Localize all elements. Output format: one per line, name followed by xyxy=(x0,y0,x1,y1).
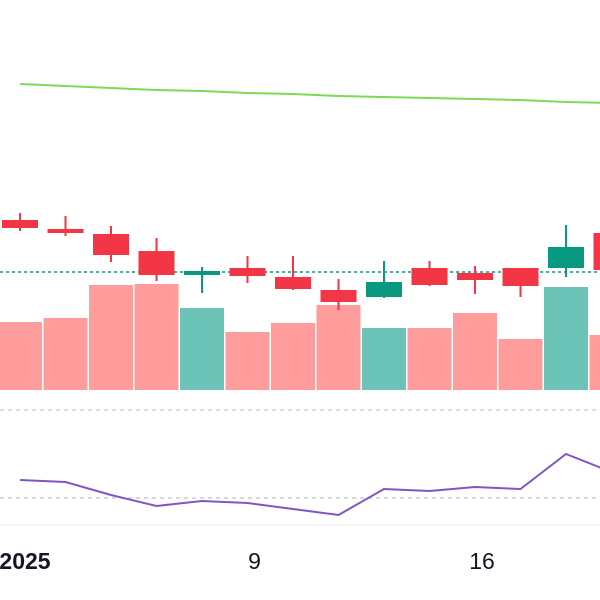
candle-body xyxy=(47,229,84,233)
volume-bar xyxy=(0,322,42,390)
candle-body xyxy=(138,251,175,275)
volume-bar xyxy=(89,285,133,390)
candle-body xyxy=(93,234,129,255)
x-tick-label: 16 xyxy=(469,548,495,574)
volume-bar xyxy=(225,332,270,390)
x-tick-label: 9 xyxy=(248,548,261,574)
volume-bar xyxy=(453,313,497,390)
volume-bar xyxy=(362,328,406,390)
indicator-line xyxy=(19,452,600,517)
candle-body xyxy=(548,247,584,268)
candle-body xyxy=(275,277,311,289)
volume-bar xyxy=(544,287,588,390)
volume-bar xyxy=(498,339,543,390)
volume-bar xyxy=(589,335,600,390)
volume-bar xyxy=(316,305,361,390)
volume-bar xyxy=(271,323,315,390)
candle-body xyxy=(320,290,357,302)
candle-body xyxy=(366,282,402,297)
candle-body xyxy=(184,271,220,275)
volume-bar xyxy=(134,284,179,390)
candle-body xyxy=(593,233,600,270)
moving-average-line xyxy=(19,83,600,104)
candle-body xyxy=(229,268,266,276)
candle-body xyxy=(457,273,493,280)
volume-bar xyxy=(407,328,452,390)
volume-bar xyxy=(43,318,88,390)
volume-bar xyxy=(180,308,224,390)
candle-body xyxy=(2,220,38,228)
candle-body xyxy=(411,268,448,285)
candle-body xyxy=(502,268,539,286)
x-tick-label: 2025 xyxy=(0,548,51,574)
